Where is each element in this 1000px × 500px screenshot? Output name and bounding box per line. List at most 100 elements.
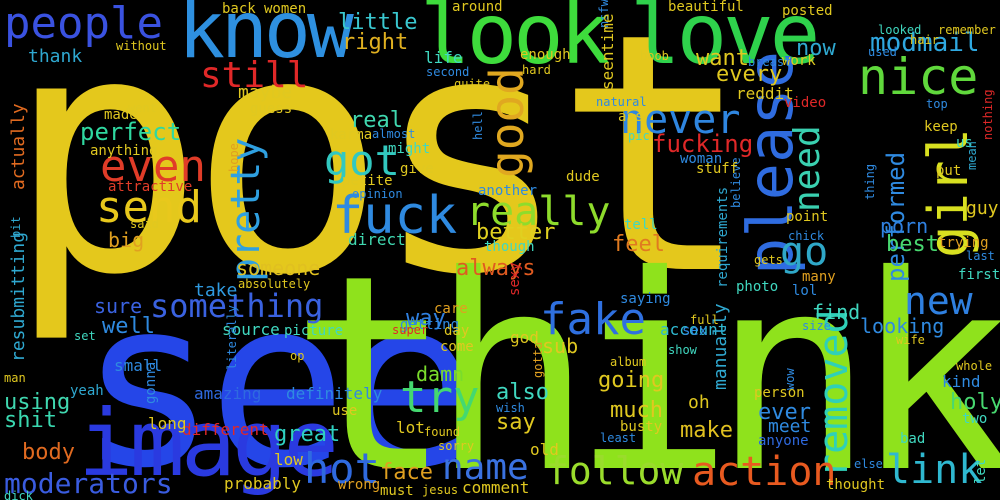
- word-small: small: [114, 356, 163, 375]
- word-best: best: [886, 232, 939, 257]
- word-must: must: [380, 483, 414, 499]
- word-resubmitting: resubmitting: [8, 231, 29, 362]
- word-ever: ever: [758, 400, 811, 425]
- word-real: real: [350, 108, 403, 133]
- word-anything: anything: [90, 143, 158, 159]
- word-know: know: [178, 0, 354, 76]
- word-got: got: [324, 136, 400, 185]
- word-perfect: perfect: [80, 118, 182, 146]
- word-enough: enough: [520, 47, 571, 63]
- word-oh: oh: [688, 392, 710, 413]
- word-thought: thought: [826, 477, 886, 493]
- word-nice: nice: [858, 48, 979, 106]
- word-say: say: [496, 410, 536, 435]
- word-going: going: [598, 368, 665, 393]
- word-porn: porn: [880, 214, 929, 238]
- word-literally: literally: [225, 304, 239, 370]
- word-person: person: [754, 385, 805, 401]
- word-natural: natural: [596, 95, 647, 109]
- word-work: work: [782, 53, 816, 69]
- word-people: people: [4, 0, 163, 49]
- word-size: size: [802, 319, 831, 333]
- word-wrong: wrong: [338, 477, 381, 493]
- word-hell: hell: [471, 111, 485, 140]
- word-man: man: [4, 371, 26, 385]
- word-beautiful: beautiful: [668, 0, 744, 15]
- word-opinion: opinion: [352, 187, 403, 201]
- word-used: used: [868, 45, 897, 59]
- word-wife: wife: [896, 333, 925, 347]
- word-posted: posted: [782, 3, 833, 19]
- word-super: super: [392, 323, 429, 337]
- word-something: something: [150, 287, 324, 325]
- word-different: different: [182, 420, 269, 439]
- word-quite: quite: [454, 77, 491, 91]
- word-using: using: [4, 390, 71, 415]
- word-made: made: [104, 107, 138, 123]
- word-face: face: [380, 460, 433, 485]
- word-see: see: [78, 249, 477, 500]
- word-sub: sub: [542, 334, 579, 358]
- word-way: way: [406, 306, 446, 331]
- word-every: every: [716, 62, 783, 87]
- word-fucking: fucking: [652, 130, 754, 158]
- word-old: old: [530, 440, 559, 459]
- word-top: top: [926, 97, 948, 111]
- word-anyone: anyone: [758, 433, 809, 449]
- word-absolutely: absolutely: [238, 277, 311, 291]
- word-op: op: [290, 349, 305, 363]
- word-bad: bad: [900, 431, 926, 447]
- word-breast: breast: [748, 55, 792, 69]
- word-send: send: [96, 182, 202, 233]
- word-said: said: [130, 217, 159, 231]
- word-moderators: moderators: [4, 467, 173, 500]
- word-dude: dude: [566, 169, 600, 185]
- word-nothing: nothing: [981, 89, 995, 140]
- word-really: really: [466, 189, 611, 235]
- word-video: video: [784, 95, 827, 111]
- word-found: found: [424, 425, 461, 439]
- word-thing: thing: [863, 163, 877, 200]
- word-make: make: [680, 418, 733, 443]
- word-reddit: reddit: [736, 84, 794, 103]
- word-busty: busty: [620, 419, 663, 435]
- word-hair: hair: [910, 33, 939, 47]
- word-stuff: stuff: [696, 161, 739, 177]
- word-amazing: amazing: [194, 384, 262, 403]
- word-photo: photo: [736, 279, 779, 295]
- word-sexy: sexy: [507, 262, 523, 296]
- word-album: album: [610, 355, 647, 369]
- word-bit: bit: [9, 216, 23, 238]
- word-comment: comment: [462, 478, 530, 497]
- word-saying: saying: [620, 291, 671, 307]
- word-boob: boob: [640, 49, 669, 63]
- word-tell: tell: [624, 217, 658, 233]
- word-modmail: modmail: [870, 28, 980, 58]
- word-hot: hot: [304, 444, 380, 493]
- word-good: good: [480, 67, 534, 178]
- word-trying: trying: [938, 235, 989, 251]
- word-sex: sex: [682, 323, 708, 339]
- word-definitely: definitely: [286, 384, 383, 403]
- word-gets: gets: [754, 253, 783, 267]
- word-new: new: [904, 279, 973, 323]
- word-probably: probably: [224, 474, 302, 493]
- word-else: else: [854, 457, 883, 471]
- word-much: much: [610, 398, 663, 423]
- word-show: show: [668, 343, 697, 357]
- word-fuck: fuck: [332, 186, 458, 246]
- word-attractive: attractive: [108, 179, 193, 195]
- word-great: great: [274, 422, 341, 447]
- word-around: around: [452, 0, 503, 15]
- word-account: account: [660, 320, 728, 339]
- word-us: us: [956, 135, 973, 151]
- word-follow: follow: [546, 449, 684, 493]
- word-holy: holy: [950, 390, 1000, 415]
- word-sure: sure: [94, 294, 143, 318]
- word-link: link: [886, 447, 983, 493]
- word-well: well: [102, 314, 155, 339]
- word-dick: dick: [4, 489, 33, 500]
- word-source: source: [222, 320, 280, 339]
- word-long: long: [148, 414, 187, 433]
- word-gotta: gotta: [531, 341, 545, 378]
